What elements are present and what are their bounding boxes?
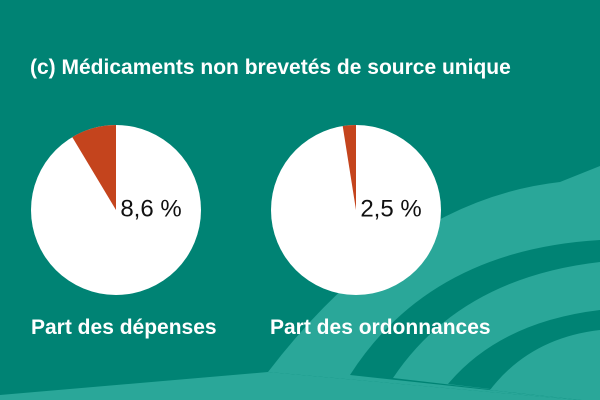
floor-band	[0, 372, 578, 400]
pie-ordonnances-value-label: 2,5 %	[360, 195, 421, 222]
caption-ordonnances: Part des ordonnances	[270, 316, 491, 339]
band-3	[490, 330, 600, 400]
chart-title: (c) Médicaments non brevetés de source u…	[30, 56, 511, 79]
pie-depenses-slice	[72, 125, 116, 210]
pie-ordonnances-slice	[342, 125, 356, 210]
pie-depenses: 8,6 %	[31, 125, 201, 295]
pie-depenses-value-label: 8,6 %	[120, 195, 181, 222]
pie-ordonnances: 2,5 %	[271, 125, 441, 295]
caption-depenses: Part des dépenses	[31, 316, 217, 339]
